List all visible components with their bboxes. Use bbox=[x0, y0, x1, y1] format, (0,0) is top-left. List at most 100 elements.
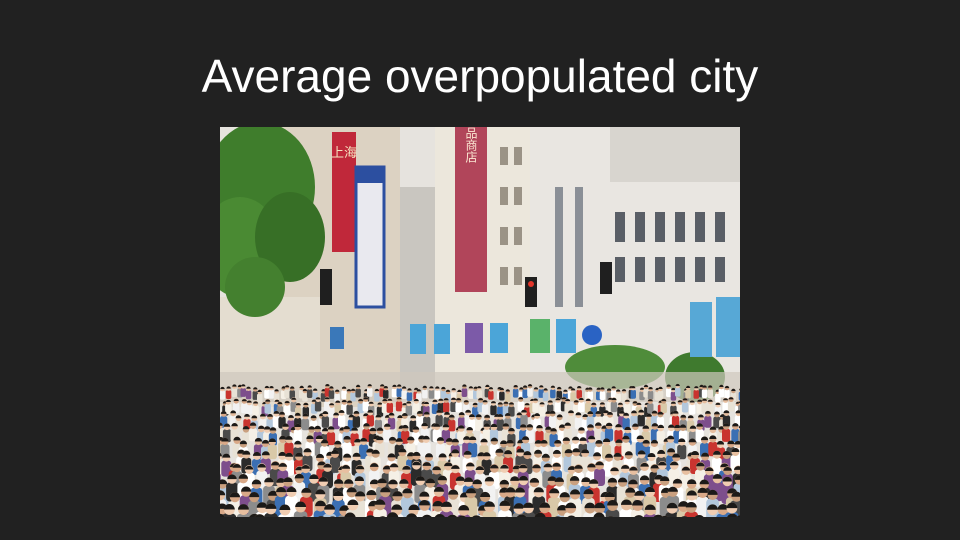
crowd-person-body bbox=[630, 509, 645, 517]
crowd-person-body bbox=[225, 390, 232, 399]
crowd-person-hair bbox=[339, 505, 351, 511]
crowd-person-body bbox=[538, 389, 544, 398]
crowd-person-hair bbox=[435, 386, 440, 389]
crowd-person-hair bbox=[253, 401, 259, 404]
crowd-person-hair bbox=[727, 440, 735, 445]
crowd-person-hair bbox=[621, 499, 632, 505]
crowd-person-hair bbox=[220, 513, 225, 517]
tree bbox=[220, 127, 325, 317]
crowd-person-hair bbox=[352, 452, 361, 457]
crowd-person-hair bbox=[624, 426, 631, 430]
crowd-person-hair bbox=[503, 401, 509, 404]
crowd-person-hair bbox=[226, 386, 231, 389]
crowd-person-hair bbox=[549, 488, 560, 494]
crowd-person-hair bbox=[222, 453, 231, 458]
crowd-person-hair bbox=[632, 401, 638, 404]
crowd-person-hair bbox=[707, 489, 718, 495]
crowd-person-hair bbox=[369, 427, 377, 432]
crowd-person-hair bbox=[497, 402, 503, 405]
crowd-person-hair bbox=[527, 384, 533, 387]
crowd-person-body bbox=[455, 402, 462, 413]
crowd-person-hair bbox=[504, 450, 513, 455]
crowd-person-body bbox=[622, 417, 630, 430]
crowd-person-hair bbox=[294, 412, 301, 416]
crowd-person-body bbox=[538, 406, 546, 417]
crowd-person-hair bbox=[497, 414, 504, 417]
crowd-person-hair bbox=[644, 486, 655, 492]
crowd-person-hair bbox=[463, 477, 474, 482]
crowd-person-hair bbox=[316, 453, 324, 458]
crowd-person-hair bbox=[657, 461, 667, 466]
crowd-person-body bbox=[550, 389, 556, 399]
crowd-person-hair bbox=[469, 436, 477, 440]
crowd-person-hair bbox=[607, 516, 614, 517]
crowd-person-hair bbox=[437, 475, 447, 481]
crowd-person-hair bbox=[422, 435, 430, 440]
crowd-person-hair bbox=[468, 386, 474, 389]
crowd-person-body bbox=[684, 511, 699, 517]
crowd-person-hair bbox=[591, 402, 597, 405]
crowd-person-hair bbox=[318, 516, 325, 517]
crowd-person-hair bbox=[387, 398, 393, 401]
crowd-person-hair bbox=[490, 437, 498, 442]
crowd-person-hair bbox=[589, 479, 599, 484]
crowd-person-hair bbox=[376, 436, 384, 441]
crowd-person-body bbox=[619, 509, 634, 517]
crowd-person-hair bbox=[611, 397, 617, 400]
crowd-person-hair bbox=[241, 384, 246, 387]
crowd-person-hair bbox=[636, 435, 644, 439]
crowd-person-body bbox=[264, 403, 271, 414]
crowd-person-hair bbox=[367, 384, 372, 387]
crowd-person-body bbox=[556, 390, 562, 400]
crowd-person-hair bbox=[451, 465, 460, 469]
crowd-person-body bbox=[328, 390, 335, 399]
crowd-person-hair bbox=[366, 515, 375, 517]
crowd-person-hair bbox=[422, 514, 432, 517]
crowd-person-hair bbox=[534, 439, 542, 444]
crowd-person-hair bbox=[457, 425, 465, 429]
crowd-person-body bbox=[660, 403, 667, 414]
crowd-person-hair bbox=[432, 500, 444, 507]
crowd-person-hair bbox=[499, 479, 509, 485]
crowd-person-hair bbox=[348, 414, 355, 418]
crowd-person-hair bbox=[702, 398, 708, 401]
crowd-person-body bbox=[724, 389, 730, 399]
crowd-person-hair bbox=[223, 504, 235, 510]
crowd-person-hair bbox=[392, 384, 397, 387]
crowd-person-body bbox=[405, 405, 412, 416]
crowd-person-hair bbox=[308, 426, 315, 430]
crowd-person-hair bbox=[570, 489, 581, 495]
crowd-person-hair bbox=[679, 424, 687, 428]
crowd-person-hair bbox=[295, 501, 307, 507]
crowd-person-hair bbox=[639, 387, 645, 390]
traffic-sign bbox=[582, 325, 602, 345]
crowd-person-body bbox=[396, 388, 402, 398]
crowd-person-body bbox=[448, 419, 456, 432]
crowd-person-hair bbox=[482, 452, 491, 457]
crowd-person-hair bbox=[242, 425, 250, 430]
crowd-person-hair bbox=[724, 385, 730, 389]
crowd-person-hair bbox=[504, 413, 511, 416]
crowd-person-hair bbox=[568, 386, 573, 389]
crowd-person-body bbox=[221, 460, 232, 477]
crowd-person-body bbox=[233, 402, 240, 414]
crowd-person-hair bbox=[572, 436, 580, 441]
crowd-person-hair bbox=[458, 515, 466, 517]
crowd-person-hair bbox=[227, 474, 237, 480]
crowd-person-hair bbox=[480, 438, 488, 443]
crowd-person-hair bbox=[290, 386, 295, 389]
crowd-person-hair bbox=[322, 427, 329, 432]
crowd-person-hair bbox=[513, 503, 525, 509]
crowd-person-hair bbox=[355, 465, 365, 470]
crowd-person-hair bbox=[607, 411, 613, 415]
crowd-person-body bbox=[610, 390, 617, 399]
crowd-person-hair bbox=[617, 477, 628, 483]
crowd-person-hair bbox=[375, 414, 382, 418]
crowd-person-hair bbox=[593, 452, 602, 457]
crowd-person-hair bbox=[422, 385, 427, 388]
crowd-person-hair bbox=[582, 414, 589, 417]
crowd-person-body bbox=[257, 393, 263, 403]
crowd-person-hair bbox=[558, 424, 566, 428]
crowd-person-hair bbox=[448, 489, 459, 495]
crowd-person-hair bbox=[536, 424, 543, 429]
